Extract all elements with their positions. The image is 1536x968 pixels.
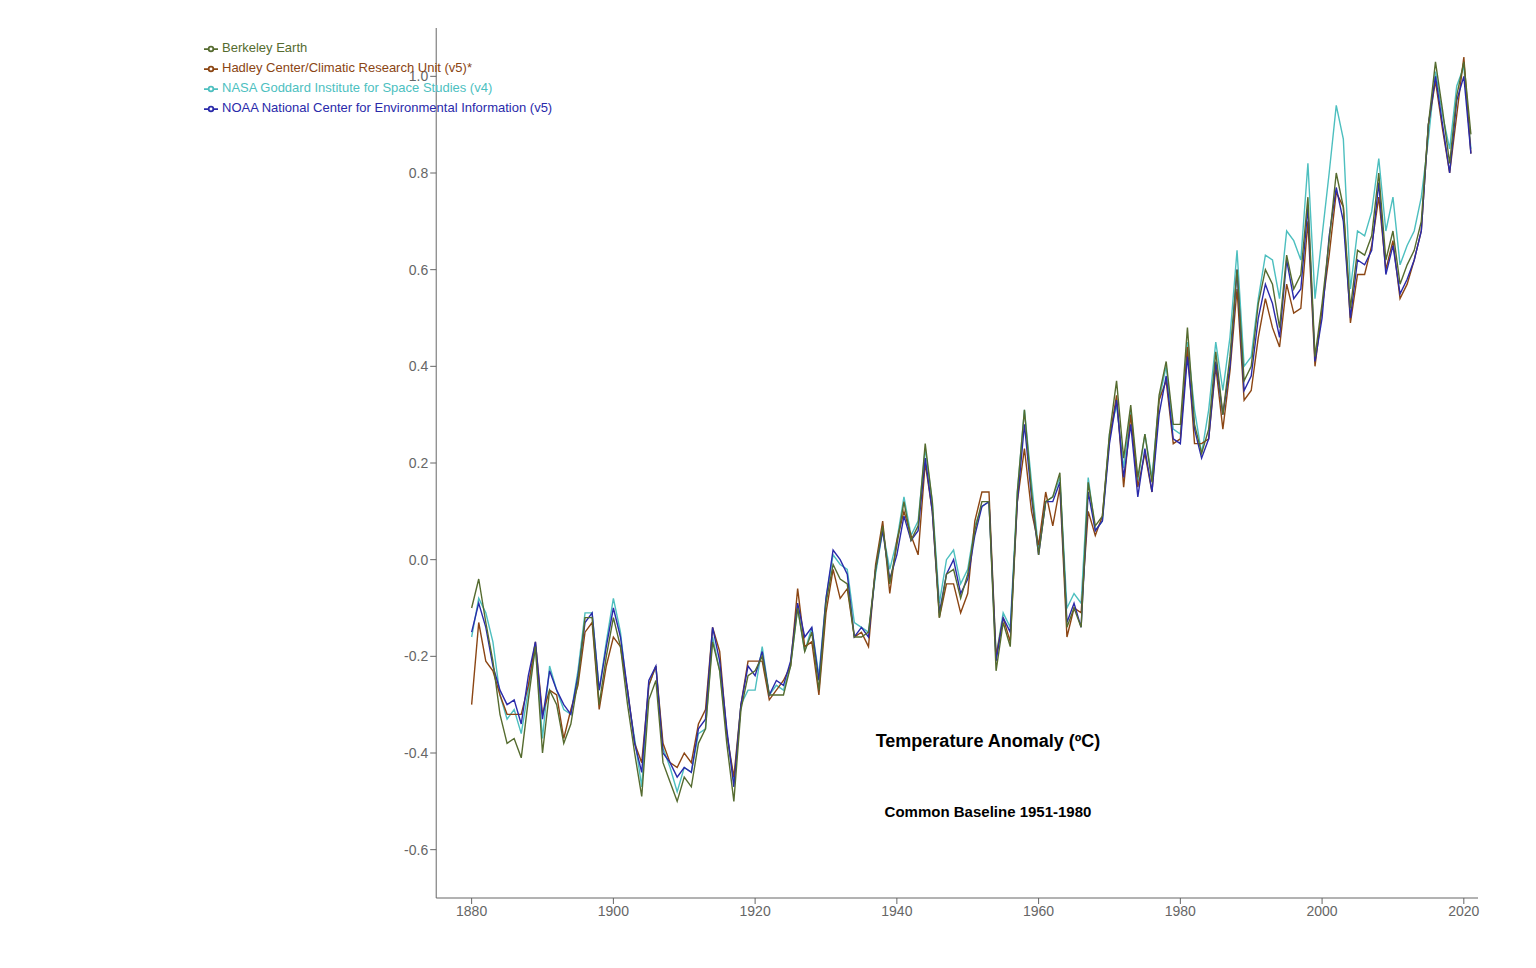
svg-text:0.8: 0.8 <box>409 165 429 181</box>
svg-text:1960: 1960 <box>1023 903 1054 919</box>
svg-text:1880: 1880 <box>456 903 487 919</box>
svg-text:1900: 1900 <box>598 903 629 919</box>
svg-text:0.6: 0.6 <box>409 262 429 278</box>
svg-text:1920: 1920 <box>740 903 771 919</box>
svg-text:0.0: 0.0 <box>409 552 429 568</box>
svg-text:0.2: 0.2 <box>409 455 429 471</box>
svg-text:0.4: 0.4 <box>409 358 429 374</box>
svg-text:2000: 2000 <box>1307 903 1338 919</box>
svg-text:2020: 2020 <box>1448 903 1479 919</box>
svg-text:-0.6: -0.6 <box>404 842 428 858</box>
svg-text:1980: 1980 <box>1165 903 1196 919</box>
svg-text:1940: 1940 <box>881 903 912 919</box>
svg-text:-0.4: -0.4 <box>404 745 428 761</box>
svg-text:1.0: 1.0 <box>409 68 429 84</box>
svg-text:-0.2: -0.2 <box>404 648 428 664</box>
